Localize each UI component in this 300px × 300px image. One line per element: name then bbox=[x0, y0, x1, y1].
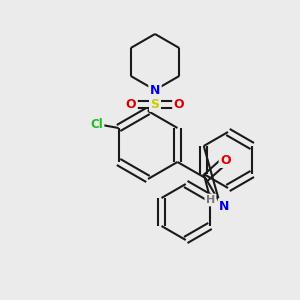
Text: O: O bbox=[174, 98, 184, 110]
Text: Cl: Cl bbox=[90, 118, 103, 130]
Text: H: H bbox=[206, 195, 215, 205]
Text: N: N bbox=[219, 200, 230, 212]
Text: N: N bbox=[150, 83, 160, 97]
Text: O: O bbox=[220, 154, 231, 166]
Text: O: O bbox=[126, 98, 136, 110]
Text: S: S bbox=[151, 98, 160, 110]
